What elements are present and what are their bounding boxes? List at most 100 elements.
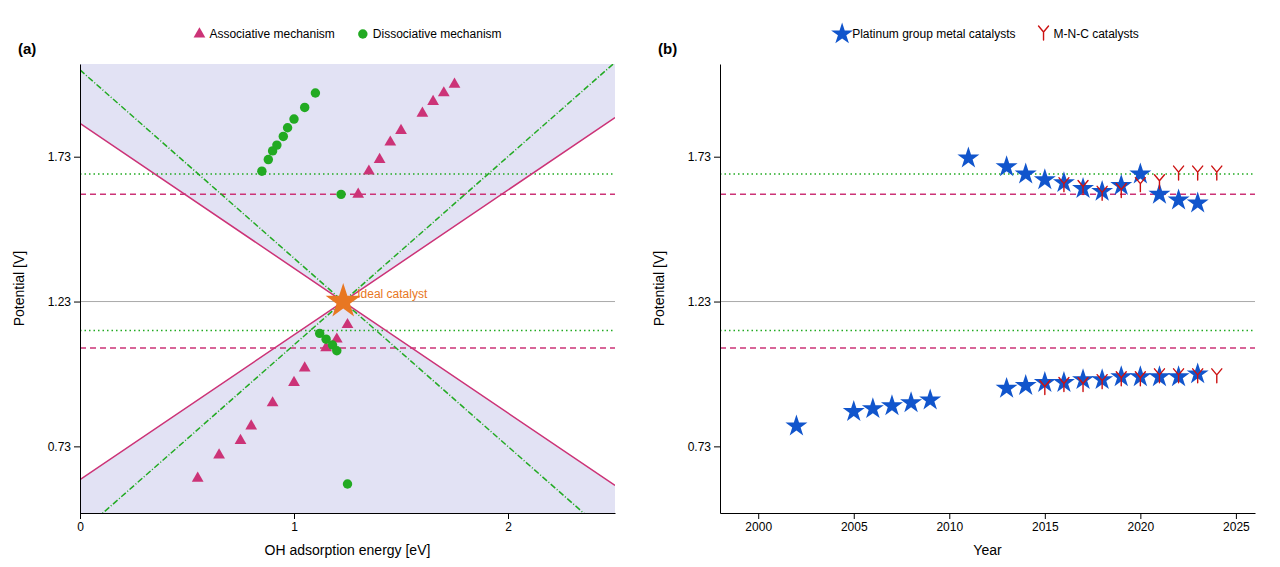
point (427, 95, 439, 105)
point (1212, 369, 1222, 383)
tick: 2005 (841, 513, 868, 534)
point (843, 400, 865, 421)
axis-line (721, 513, 1256, 514)
point (342, 318, 354, 328)
reference-line (80, 330, 615, 332)
tick-label: 2005 (841, 520, 868, 534)
tick-mark (758, 513, 759, 519)
point (299, 361, 311, 371)
point (1059, 378, 1069, 392)
x-axis-title: OH adsorption energy [eV] (265, 542, 431, 558)
series (1040, 166, 1222, 394)
panel: Ideal catalyst 012 0.73 1.23 1.73 OH adsorpti… (11, 27, 616, 558)
point (1129, 163, 1151, 184)
legend-symbol (358, 29, 367, 38)
title: (a) (18, 40, 36, 57)
point (1091, 180, 1113, 201)
guide-line (80, 64, 615, 513)
point (1040, 380, 1050, 394)
title: (b) (658, 40, 677, 57)
point (1097, 186, 1107, 200)
point (1015, 374, 1037, 395)
point (343, 479, 352, 488)
point (957, 147, 979, 168)
point (417, 106, 429, 116)
point (374, 153, 386, 163)
tick-label: 2000 (745, 520, 772, 534)
guide-line (80, 70, 615, 513)
point (1193, 369, 1203, 383)
x-axis: 012 (77, 513, 615, 534)
point (363, 164, 375, 174)
point (1034, 168, 1056, 189)
point (862, 397, 884, 418)
y-axis: 0.731.231.73 (688, 65, 721, 514)
point (1053, 171, 1075, 192)
point (1154, 369, 1164, 383)
reference-line (80, 347, 615, 349)
tick-label: 1.73 (48, 150, 72, 164)
y-axis-title: Potential [V] (11, 251, 27, 327)
tick-label: 1 (291, 520, 298, 534)
point (1193, 166, 1203, 180)
legend-symbol (194, 27, 206, 37)
tick: 1.73 (688, 150, 720, 164)
point (919, 388, 941, 409)
tick: 2000 (745, 513, 772, 534)
point (1212, 166, 1222, 180)
tick-mark (74, 157, 80, 158)
point (785, 415, 807, 436)
point (1097, 375, 1107, 389)
reference-line (720, 173, 1255, 175)
tick-mark (1140, 513, 1141, 519)
point (1078, 378, 1088, 392)
tick: 0.73 (48, 440, 80, 454)
legend-item: M-N-C catalysts (1039, 26, 1139, 41)
legend-label: Dissociative mechanism (373, 27, 502, 41)
point (257, 166, 266, 175)
guide-line (80, 118, 615, 480)
annotation: Ideal catalyst (357, 287, 428, 301)
point (900, 391, 922, 412)
reference-line (720, 194, 1255, 196)
reference-line (720, 301, 1255, 302)
point (288, 376, 300, 386)
region-fill (80, 64, 615, 302)
point (996, 155, 1018, 176)
axis-line (80, 65, 81, 514)
point (235, 434, 247, 444)
guide-line (80, 123, 615, 485)
legend-label: M-N-C catalysts (1054, 27, 1139, 41)
point (1129, 365, 1151, 386)
series (257, 88, 352, 489)
tick-mark (508, 513, 509, 519)
point (213, 448, 225, 458)
tick-mark (80, 513, 81, 519)
point (332, 346, 341, 355)
point (1053, 371, 1075, 392)
legend-symbol (831, 22, 853, 43)
tick-label: 1.23 (48, 295, 72, 309)
point (1072, 177, 1094, 198)
reference-line (720, 330, 1255, 332)
legend-symbol (1039, 26, 1049, 40)
point (881, 394, 903, 415)
tick-label: 2020 (1128, 520, 1155, 534)
tick-mark (714, 302, 720, 303)
tick-label: 1.73 (688, 150, 712, 164)
tick: 2010 (936, 513, 963, 534)
point (192, 471, 204, 481)
legend: Platinum group metal catalystsM-N-C cata… (831, 22, 1139, 43)
tick: 2015 (1032, 513, 1059, 534)
tick-label: 2010 (936, 520, 963, 534)
annotation-marker (326, 283, 361, 316)
point (352, 188, 364, 198)
tick: 0.73 (688, 440, 720, 454)
reference-line (80, 173, 615, 175)
region-fill (80, 302, 615, 513)
reference-line (80, 194, 615, 196)
tick-mark (714, 446, 720, 447)
tick-mark (714, 157, 720, 158)
point (1135, 178, 1145, 192)
point (289, 114, 298, 123)
